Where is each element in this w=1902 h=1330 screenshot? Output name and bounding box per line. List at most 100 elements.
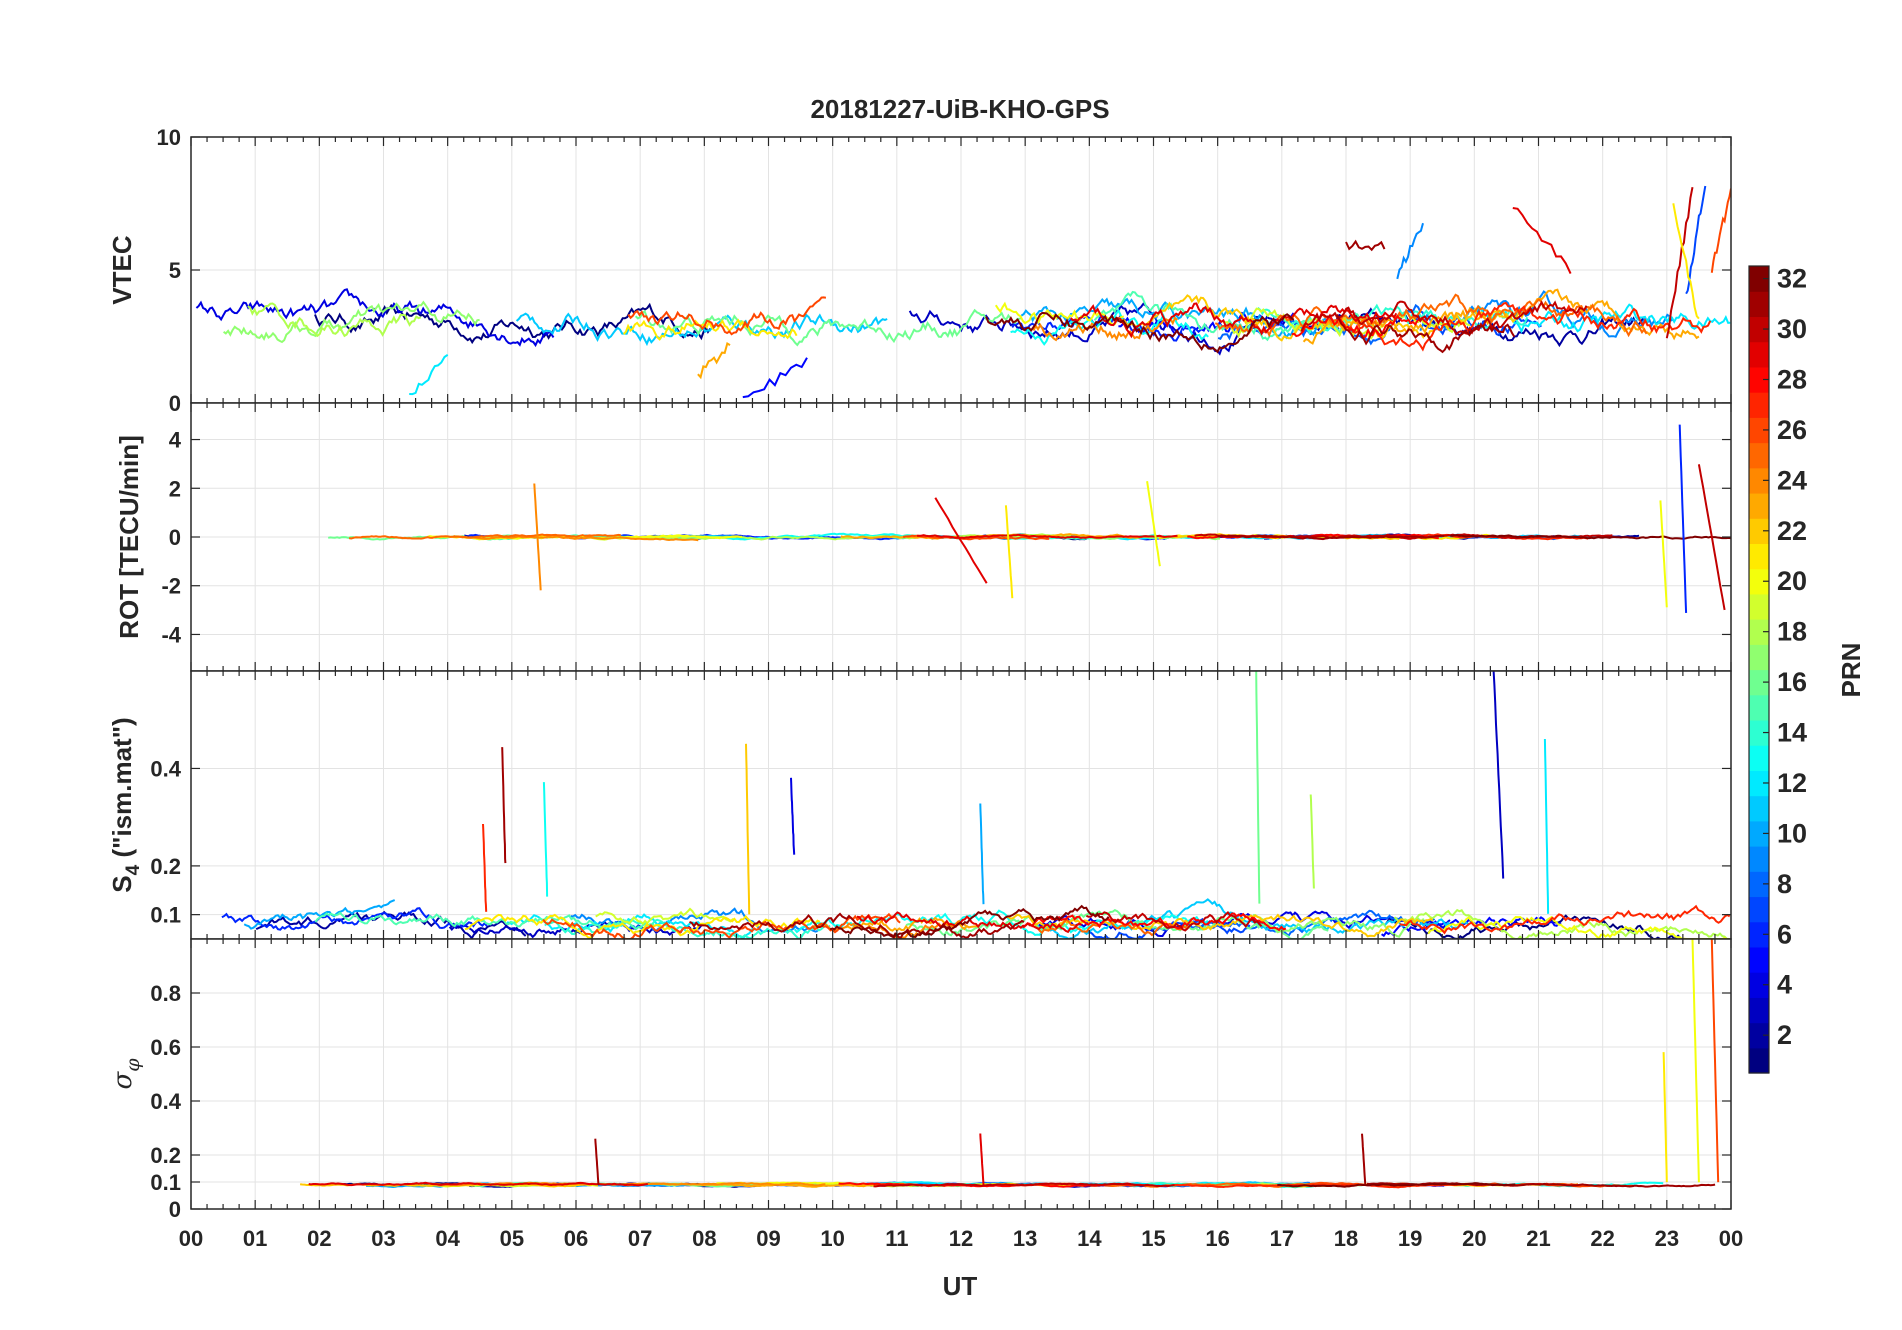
colorbar-segment: [1749, 366, 1769, 393]
prn-29-event-1: [979, 1133, 985, 1185]
prn-31-event-4: [1345, 239, 1386, 252]
prn-10-event-5: [979, 803, 985, 905]
colorbar-segment: [1749, 1047, 1769, 1074]
prn-21-event-3: [1662, 1052, 1668, 1183]
prn-22-event-3: [745, 743, 751, 915]
prn-29-series: [856, 911, 1083, 934]
x-tick-label: 18: [1334, 1226, 1358, 1251]
colorbar-tick-label: 30: [1777, 314, 1807, 344]
colorbar-segment: [1749, 543, 1769, 570]
y-tick-label: 5: [169, 258, 181, 283]
prn-29-event-1: [934, 497, 988, 584]
x-tick-label: 03: [371, 1226, 395, 1251]
colorbar-tick-label: 16: [1777, 667, 1807, 697]
x-tick-label: 05: [500, 1226, 524, 1251]
x-tick-label: 02: [307, 1226, 331, 1251]
prn-20-series: [1427, 915, 1730, 939]
prn-16-event-6: [1255, 671, 1261, 904]
colorbar-segment: [1749, 266, 1769, 292]
colorbar-segment: [1749, 644, 1769, 671]
x-tick-label: 22: [1590, 1226, 1614, 1251]
prn-17-series: [223, 300, 480, 344]
y-tick-label: 10: [157, 125, 181, 150]
y-tick-label: 0.1: [150, 903, 181, 928]
x-tick-label: 11: [885, 1226, 908, 1251]
prn-30-event-6: [1665, 187, 1694, 339]
prn-7-event-7: [1685, 185, 1707, 295]
x-tick-label: 07: [628, 1226, 652, 1251]
x-tick-label: 19: [1398, 1226, 1422, 1251]
colorbar-segment: [1749, 694, 1769, 721]
prn-20-event-5: [1659, 500, 1668, 608]
chart-title: 20181227-UiB-KHO-GPS: [810, 94, 1109, 124]
panel-2: -4 -2 0 2 4 ROT [TECU/min]: [114, 402, 1732, 672]
colorbar-frame: [1748, 265, 1770, 1074]
colorbar-tick-label: 26: [1777, 415, 1807, 445]
y-tick-label: 0.6: [150, 1035, 181, 1060]
y-axis-label: S4 ("ism.mat"): [107, 717, 144, 892]
colorbar-segment: [1749, 1022, 1769, 1049]
prn-31-event-2: [1361, 1133, 1367, 1185]
prn-32-series: [1277, 1182, 1516, 1188]
prn-30-series: [873, 1182, 1175, 1188]
x-axis: 00 01 02 03 04 05 06 07 08 09 10 11 12 13 14 15 16 17 18 19…: [179, 1226, 1743, 1251]
colorbar-segment: [1749, 972, 1769, 998]
y-tick-label: 0.1: [150, 1170, 181, 1195]
y-tick-label: -2: [161, 574, 181, 599]
x-tick-label: 10: [820, 1226, 844, 1251]
y-tick-label: 0: [169, 391, 181, 416]
x-tick-label: 00: [179, 1226, 203, 1251]
prn-29-series: [1069, 302, 1398, 339]
prn-20-event-4: [1691, 939, 1700, 1183]
colorbar-tick-label: 28: [1777, 364, 1807, 394]
prn-26-event-5: [1710, 939, 1720, 1183]
colorbar-segment: [1749, 820, 1769, 847]
colorbar-segment: [1749, 593, 1769, 620]
colorbar-segment: [1749, 846, 1769, 872]
prn-31-series: [689, 912, 1025, 939]
x-tick-label: 09: [756, 1226, 780, 1251]
prn-31-event-0: [594, 1138, 600, 1186]
colorbar-tick-label: 24: [1777, 465, 1807, 495]
prn-3-series: [908, 302, 1340, 356]
prn-18-series: [1393, 908, 1730, 939]
x-tick-label: 00: [1719, 1226, 1743, 1251]
colorbar-segment: [1749, 619, 1769, 645]
colorbar-tick-label: 10: [1777, 818, 1807, 848]
colorbar-segment: [1749, 568, 1769, 595]
x-tick-label: 15: [1141, 1226, 1165, 1251]
x-tick-label: 08: [692, 1226, 716, 1251]
prn-31-event-0: [501, 747, 507, 864]
prn-20-series: [994, 301, 1124, 326]
prn-10-series: [243, 899, 396, 930]
x-tick-label: 04: [435, 1226, 460, 1251]
x-tick-label: 06: [564, 1226, 588, 1251]
y-tick-label: 4: [169, 428, 182, 453]
prn-32-series: [829, 904, 1110, 939]
colorbar-label: PRN: [1836, 643, 1866, 698]
y-tick-label: 0: [169, 525, 181, 550]
colorbar-segment: [1749, 946, 1769, 973]
prn-1-series: [1385, 914, 1682, 939]
x-tick-label: 20: [1462, 1226, 1486, 1251]
prn-27-event-1: [482, 823, 488, 912]
prn-6-event-4: [1678, 424, 1688, 613]
colorbar-segment: [1749, 518, 1769, 545]
x-tick-label: 21: [1526, 1226, 1550, 1251]
colorbar-segment: [1749, 921, 1769, 948]
y-axis-label: VTEC: [107, 235, 137, 305]
colorbar-segment: [1749, 770, 1769, 797]
colorbar-segment: [1749, 719, 1769, 746]
colorbar-segment: [1749, 669, 1769, 696]
prn-24-event-0: [533, 483, 542, 591]
x-tick-label: 01: [243, 1226, 267, 1251]
prn-21-event-2: [1004, 505, 1014, 599]
prn-23-event-2: [697, 341, 731, 380]
colorbar-segment: [1749, 795, 1769, 822]
panel-4: 00.10.2 0.4 0.6 0.8 σφ: [108, 938, 1732, 1222]
y-axis-label: σφ: [108, 1058, 144, 1090]
prn-31-series: [1217, 534, 1445, 541]
y-tick-label: 0.4: [150, 1089, 181, 1114]
